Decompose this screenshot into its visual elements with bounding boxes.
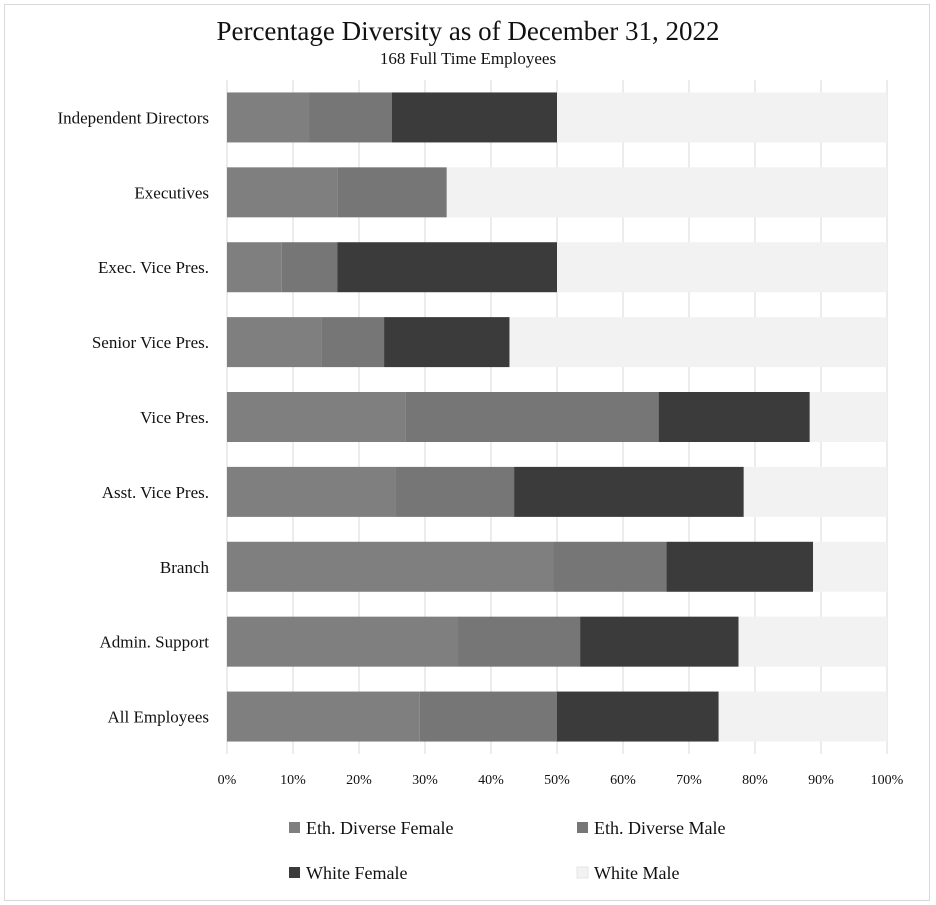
x-tick-label: 0%	[218, 773, 237, 788]
bar-segment-3-row-6	[514, 466, 744, 517]
bar-segment-3-row-7	[666, 541, 814, 592]
bar-segment-2-row-6	[395, 466, 515, 517]
x-tick-label: 40%	[478, 773, 504, 788]
bar-segment-4-row-7	[813, 541, 887, 592]
bar-segment-2-row-5	[405, 392, 659, 442]
bar-segment-3-row-8	[580, 616, 739, 667]
category-label: Exec. Vice Pres.	[98, 258, 209, 277]
chart-subtitle: 168 Full Time Employees	[379, 49, 557, 68]
bar-segment-1-row-4	[227, 317, 322, 368]
bar-segment-3-row-4	[384, 317, 510, 368]
bar-segment-1-row-9	[227, 691, 420, 742]
x-tick-label: 100%	[871, 773, 904, 788]
category-label: All Employees	[107, 708, 209, 727]
x-tick-label: 20%	[346, 773, 372, 788]
x-tick-label: 10%	[280, 773, 306, 788]
bar-segment-1-row-6	[227, 466, 396, 517]
legend-swatch	[289, 822, 300, 833]
bar-segment-4-row-3	[557, 242, 887, 293]
x-tick-label: 60%	[610, 773, 636, 788]
category-label: Independent Directors	[57, 108, 209, 127]
bar-segment-2-row-8	[458, 616, 581, 667]
x-tick-label: 90%	[808, 773, 834, 788]
bar-segment-2-row-3	[281, 242, 338, 293]
bar-segment-4-row-6	[743, 466, 887, 517]
chart-frame	[4, 4, 930, 901]
bar-segment-1-row-2	[227, 167, 338, 218]
bar-segment-4-row-1	[557, 92, 887, 143]
bar-segment-1-row-3	[227, 242, 282, 293]
bar-segment-4-row-9	[718, 691, 887, 742]
category-label: Asst. Vice Pres.	[102, 483, 209, 502]
bar-segment-2-row-7	[553, 541, 667, 592]
bar-segment-1-row-5	[227, 392, 406, 442]
bar-segment-4-row-8	[738, 616, 887, 667]
legend-swatch	[289, 867, 300, 878]
bar-segment-4-row-2	[446, 167, 887, 218]
category-label: Executives	[134, 183, 209, 202]
category-label: Senior Vice Pres.	[92, 333, 209, 352]
x-tick-label: 80%	[742, 773, 768, 788]
bar-segment-1-row-8	[227, 616, 458, 667]
bar-segment-2-row-2	[337, 167, 447, 218]
legend-label: Eth. Diverse Male	[594, 818, 725, 838]
category-labels: Independent Directors Executives Exec. Vic…	[57, 108, 209, 726]
x-tick-label: 50%	[544, 773, 570, 788]
bar-segment-3-row-5	[658, 392, 810, 442]
legend-swatch	[576, 866, 589, 879]
category-label: Admin. Support	[99, 633, 209, 652]
x-tick-label: 70%	[676, 773, 702, 788]
chart-title: Percentage Diversity as of December 31, …	[216, 16, 720, 46]
legend-label: Eth. Diverse Female	[306, 818, 453, 838]
legend-label: White Male	[594, 863, 679, 883]
legend-swatch	[577, 822, 588, 833]
category-label: Vice Pres.	[140, 408, 209, 427]
category-label: Branch	[160, 558, 210, 577]
bar-segment-3-row-1	[392, 92, 557, 143]
bar-segment-2-row-4	[321, 317, 385, 368]
bar-segment-3-row-9	[557, 691, 719, 742]
legend-label: White Female	[306, 863, 407, 883]
bar-segment-1-row-7	[227, 541, 554, 592]
bar-segment-2-row-9	[419, 691, 557, 742]
bar-segment-2-row-1	[309, 92, 392, 143]
x-tick-label: 30%	[412, 773, 438, 788]
bars	[227, 92, 887, 742]
bar-segment-4-row-4	[509, 317, 887, 368]
x-tick-labels: 0% 10% 20% 30% 40% 50% 60% 70% 80% 90% 100%	[218, 773, 904, 788]
bar-segment-3-row-3	[337, 242, 557, 293]
legend: Eth. Diverse Female Eth. Diverse Male Whit…	[289, 818, 725, 883]
bar-segment-1-row-1	[227, 92, 310, 143]
bar-segment-4-row-5	[809, 392, 887, 442]
